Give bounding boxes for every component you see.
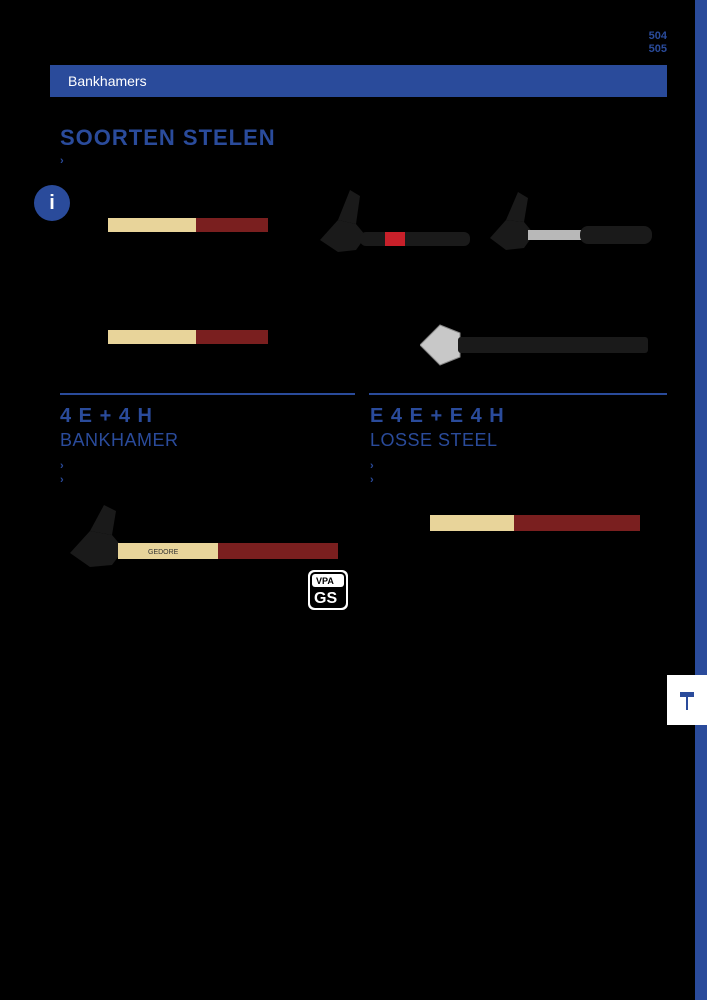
handle-dark-part <box>196 218 268 232</box>
handle-light-part <box>430 515 514 531</box>
svg-text:GS: GS <box>314 590 337 607</box>
page-num-2: 505 <box>649 43 667 56</box>
side-strip <box>695 0 707 1000</box>
product-left: 4 E + 4 H BANKHAMER ›› <box>60 405 179 488</box>
handle-light-part <box>108 218 196 232</box>
handle-product-image <box>430 515 640 531</box>
bullet-icon: ›› <box>60 459 179 488</box>
section-title: SOORTEN STELEN <box>60 125 276 151</box>
handle-wood-1 <box>108 218 268 232</box>
handle-wood-2 <box>108 330 268 344</box>
hammer-tab-icon <box>675 688 699 712</box>
page-numbers: 504 505 <box>649 30 667 56</box>
product-code: E 4 E + E 4 H <box>370 405 505 428</box>
svg-text:VPA: VPA <box>316 576 334 586</box>
hammer-image-black-red <box>320 190 475 260</box>
divider-gap <box>355 393 369 395</box>
handle-dark-part <box>514 515 640 531</box>
bullet-icon: ›› <box>370 459 505 488</box>
header-bar: Bankhamers <box>50 65 667 97</box>
brand-label: GEDORE <box>148 549 179 556</box>
gs-badge-icon: VPA GS <box>308 570 348 610</box>
hammer-image-tube <box>420 315 650 375</box>
side-tab <box>667 675 707 725</box>
handle-dark-part <box>196 330 268 344</box>
product-name: LOSSE STEEL <box>370 430 505 451</box>
bullet-icon: › <box>60 155 64 167</box>
handle-light-part <box>108 330 196 344</box>
product-name: BANKHAMER <box>60 430 179 451</box>
hammer-product-image: GEDORE <box>70 505 340 575</box>
page-num-1: 504 <box>649 30 667 43</box>
product-right: E 4 E + E 4 H LOSSE STEEL ›› <box>370 405 505 488</box>
product-code: 4 E + 4 H <box>60 405 179 428</box>
hammer-image-steel <box>490 190 655 260</box>
lightbulb-icon: i <box>49 192 55 215</box>
info-badge: i <box>34 185 70 221</box>
header-title: Bankhamers <box>68 73 147 89</box>
